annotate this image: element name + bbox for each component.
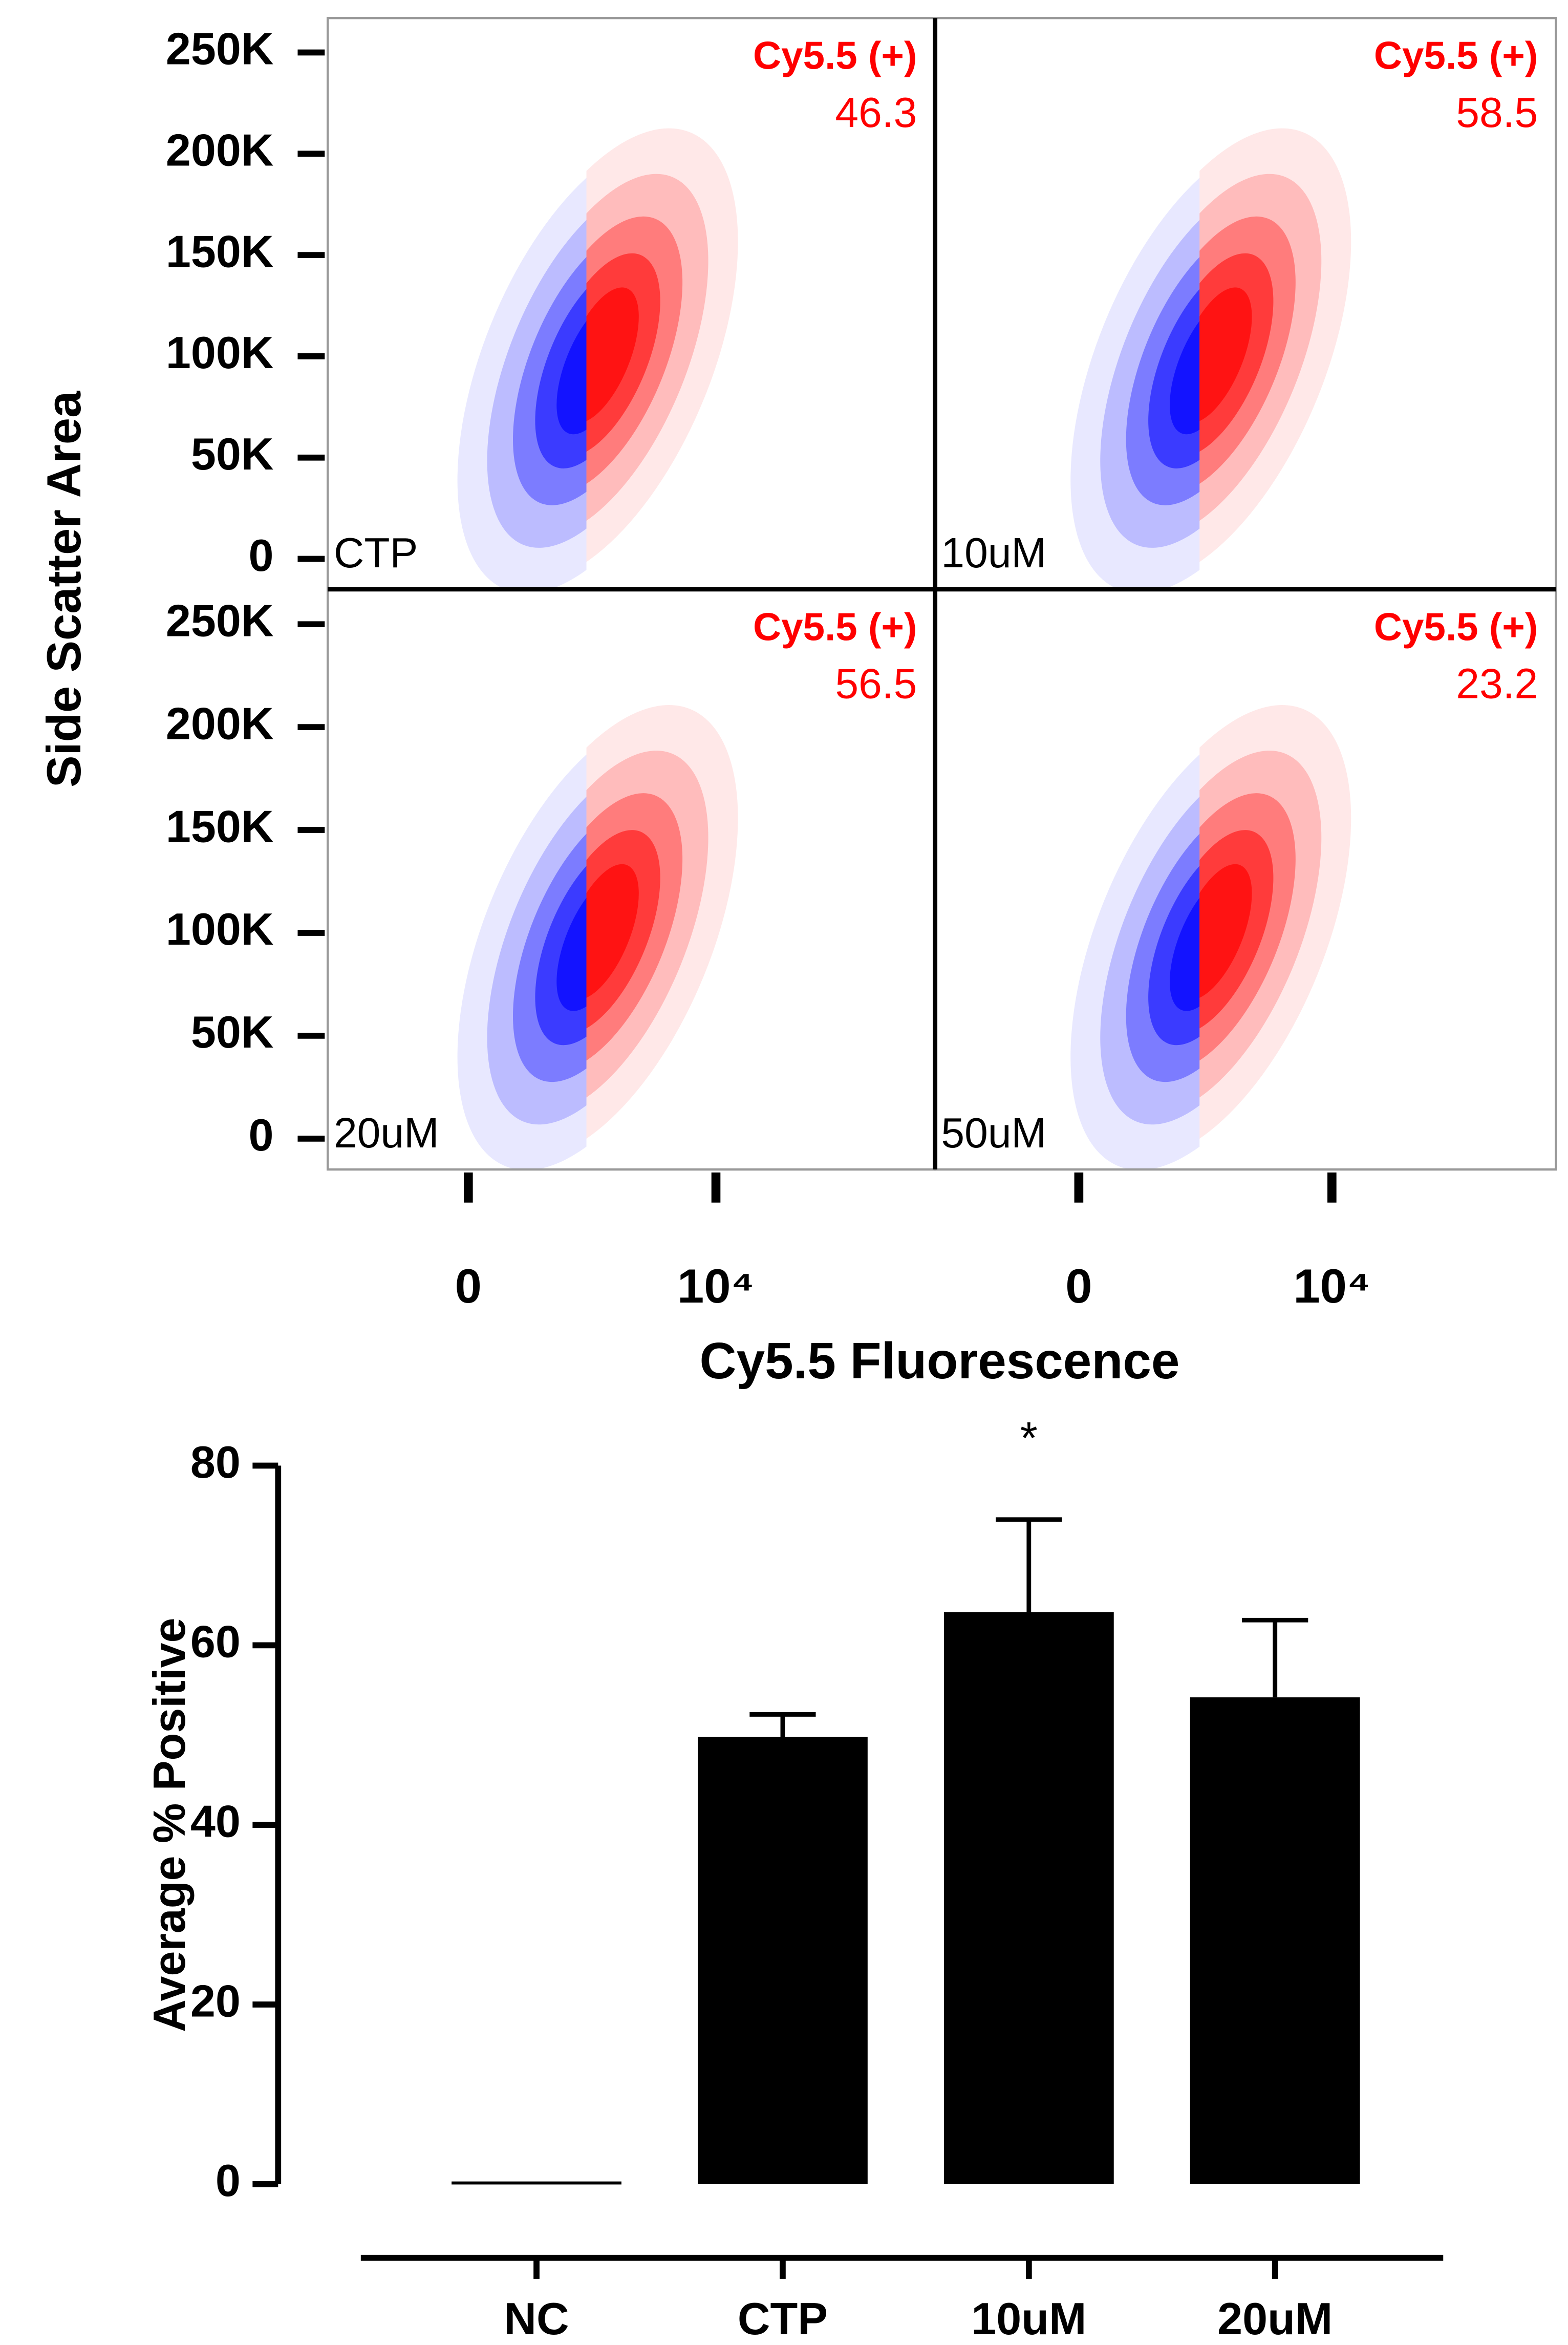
x-tick-label: 10uM bbox=[971, 2293, 1086, 2344]
y-tick-label: 250K bbox=[166, 595, 274, 646]
y-tick-label: 150K bbox=[166, 226, 274, 276]
bar bbox=[452, 2181, 621, 2185]
event-density bbox=[1170, 299, 1200, 435]
x-tick-label: NC bbox=[504, 2293, 569, 2344]
y-tick-label: 60 bbox=[190, 1616, 241, 1667]
x-tick-label: CTP bbox=[738, 2293, 828, 2344]
x-tick-label: 0 bbox=[455, 1259, 482, 1313]
panel-name: CTP bbox=[334, 530, 418, 577]
y-tick-label: 250K bbox=[166, 24, 274, 74]
event-density bbox=[457, 139, 587, 589]
y-axis-label: Side Scatter Area bbox=[37, 391, 91, 787]
panel-name: 50uM bbox=[941, 1110, 1046, 1157]
event-cloud bbox=[1070, 139, 1200, 589]
x-axis-label: Cy5.5 Fluorescence bbox=[700, 1333, 1180, 1390]
x-tick-label: 10⁴ bbox=[1293, 1259, 1370, 1313]
event-cloud bbox=[457, 139, 587, 589]
gate-name: Cy5.5 (+) bbox=[1374, 605, 1538, 649]
y-axis-label: Average % Positive bbox=[144, 1618, 195, 2032]
annotation: * bbox=[1020, 1412, 1038, 1463]
event-density bbox=[1170, 875, 1200, 1011]
event-density bbox=[487, 761, 587, 1125]
event-density bbox=[1199, 864, 1252, 1000]
y-tick-label: 200K bbox=[166, 698, 274, 749]
y-tick-label: 80 bbox=[190, 1437, 241, 1487]
panel-name: 10uM bbox=[941, 530, 1046, 577]
bar bbox=[698, 1737, 868, 2184]
event-density bbox=[1100, 761, 1200, 1125]
event-cloud bbox=[586, 128, 738, 583]
y-tick-label: 100K bbox=[166, 327, 274, 378]
event-cloud bbox=[1070, 716, 1200, 1170]
x-tick-label: 20uM bbox=[1217, 2293, 1333, 2344]
y-tick-label: 0 bbox=[216, 2155, 241, 2206]
event-density bbox=[1070, 139, 1200, 589]
gate-name: Cy5.5 (+) bbox=[1374, 34, 1538, 78]
y-tick-label: 100K bbox=[166, 904, 274, 954]
gate-value: 56.5 bbox=[835, 660, 917, 707]
event-density bbox=[487, 185, 587, 548]
bar bbox=[1190, 1697, 1360, 2184]
event-cloud bbox=[457, 716, 587, 1170]
y-tick-label: 200K bbox=[166, 125, 274, 176]
event-density bbox=[1100, 185, 1200, 548]
event-density bbox=[556, 299, 587, 435]
bar bbox=[943, 1612, 1114, 2184]
x-tick-label: 0 bbox=[1065, 1259, 1092, 1313]
panel-name: 20uM bbox=[334, 1110, 439, 1157]
y-tick-label: 40 bbox=[190, 1796, 241, 1846]
event-density bbox=[586, 287, 639, 423]
y-tick-label: 50K bbox=[191, 429, 274, 479]
y-tick-label: 0 bbox=[248, 1110, 273, 1160]
event-density bbox=[556, 875, 587, 1011]
event-density bbox=[586, 864, 639, 1000]
event-density bbox=[457, 716, 587, 1170]
gate-value: 58.5 bbox=[1456, 90, 1538, 136]
event-density bbox=[1199, 287, 1252, 423]
gate-name: Cy5.5 (+) bbox=[753, 605, 917, 649]
y-tick-label: 0 bbox=[248, 530, 273, 581]
y-tick-label: 150K bbox=[166, 801, 274, 851]
gate-name: Cy5.5 (+) bbox=[753, 34, 917, 78]
gate-value: 46.3 bbox=[835, 90, 917, 136]
event-cloud bbox=[1199, 128, 1351, 583]
y-tick-label: 20 bbox=[190, 1975, 241, 2026]
event-cloud bbox=[1199, 705, 1351, 1159]
event-density bbox=[1070, 716, 1200, 1170]
y-tick-label: 50K bbox=[191, 1007, 274, 1057]
x-tick-label: 10⁴ bbox=[677, 1259, 755, 1313]
event-cloud bbox=[586, 705, 738, 1159]
gate-value: 23.2 bbox=[1456, 660, 1538, 707]
